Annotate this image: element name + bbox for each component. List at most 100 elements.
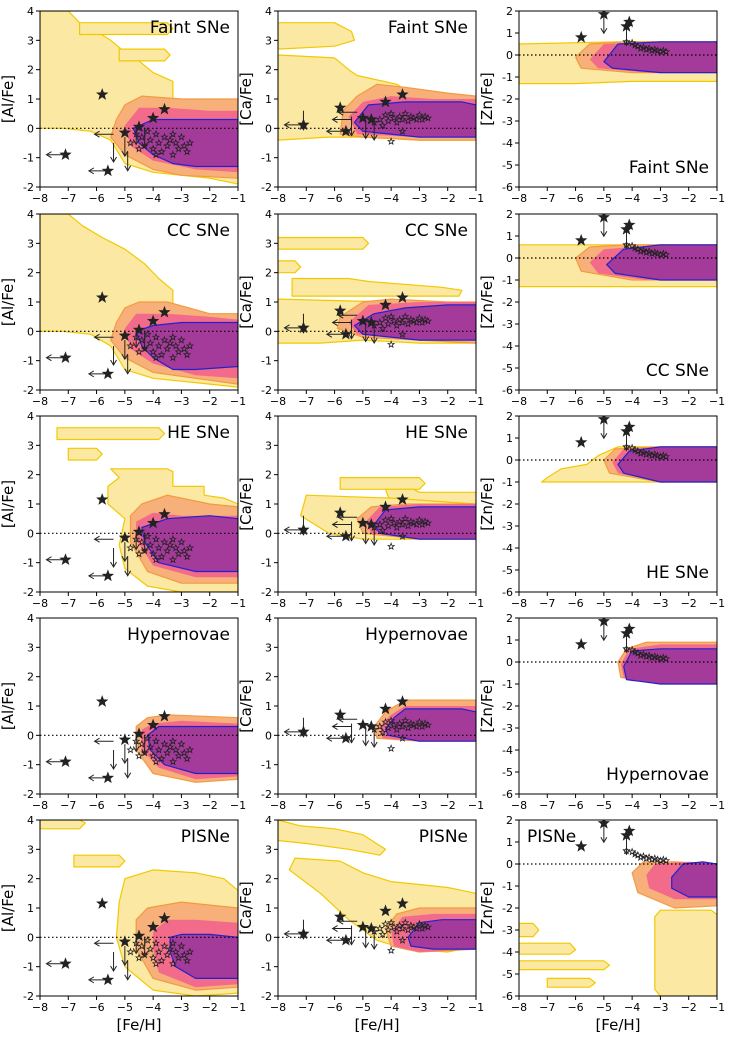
- x-tick-label: −6: [567, 192, 583, 205]
- small-star-point: [146, 338, 155, 347]
- big-star-point: [158, 507, 171, 520]
- big-star-point: [96, 493, 109, 505]
- big-star-point: [147, 111, 160, 124]
- big-star-point: [365, 113, 378, 125]
- x-tick-label: −8: [270, 395, 286, 408]
- big-star-point: [101, 569, 115, 582]
- big-star-point: [132, 929, 146, 942]
- purple-contour-region: [603, 41, 717, 74]
- small-star-point: [398, 329, 407, 338]
- big-star-point: [365, 518, 378, 530]
- model-label: PISNe: [419, 827, 468, 847]
- y-tick-label: 0: [27, 325, 34, 338]
- model-label: CC SNe: [646, 361, 709, 381]
- y-tick-label: -1: [23, 557, 34, 570]
- big-star-point: [158, 305, 171, 318]
- small-star-point: [180, 141, 189, 150]
- panel-2-3: −8 −7 −6 −5 −4 −3 −2 −1 -6 -5 -4 -3 -2 -1 0 1 2 [Zn/Fe] CC…: [478, 208, 725, 408]
- small-star-point: [404, 723, 413, 732]
- upper-limit-arrowhead: [121, 959, 129, 967]
- y-tick-label: -1: [261, 961, 272, 974]
- x-tick-label: −6: [88, 192, 104, 205]
- small-star-point: [143, 531, 152, 540]
- small-star-point: [180, 950, 189, 959]
- y-tick-label: 1: [265, 498, 272, 511]
- small-star-point: [395, 719, 404, 728]
- small-star-point: [384, 723, 393, 732]
- small-star-point: [182, 350, 192, 359]
- x-tick-label: −7: [539, 1001, 555, 1014]
- observations-layer: [45, 291, 195, 380]
- y-tick-label: 0: [506, 656, 513, 669]
- small-star-point: [146, 944, 155, 953]
- big-star-point: [101, 367, 115, 380]
- observations-layer: [45, 88, 195, 177]
- x-tick-label: −4: [383, 799, 399, 812]
- model-label: PISNe: [527, 827, 576, 847]
- small-star-point: [163, 344, 172, 353]
- small-star-point: [168, 332, 178, 341]
- x-tick-label: −8: [270, 192, 286, 205]
- observations-layer: [45, 695, 195, 784]
- small-star-point: [386, 946, 396, 955]
- small-star-point: [404, 116, 413, 125]
- upper-limit-arrowhead: [370, 134, 378, 141]
- y-tick-label: -1: [23, 759, 34, 772]
- x-tick-label: −8: [270, 597, 286, 610]
- small-star-point: [401, 918, 410, 927]
- x-tick-label: −5: [117, 395, 133, 408]
- x-tick-label: −8: [511, 192, 527, 205]
- small-star-point: [174, 144, 183, 153]
- y-tick-label: -1: [261, 355, 272, 368]
- big-star-point: [59, 148, 72, 160]
- big-star-point: [101, 771, 115, 784]
- small-star-point: [375, 722, 385, 731]
- x-tick-label: −8: [511, 395, 527, 408]
- left-limit-arrowhead: [93, 737, 100, 745]
- x-tick-label: −3: [173, 395, 189, 408]
- big-star-point: [297, 725, 310, 738]
- x-tick-label: −6: [326, 1001, 342, 1014]
- big-star-point: [96, 291, 109, 303]
- big-star-point: [356, 516, 369, 529]
- left-limit-arrowhead: [283, 121, 290, 129]
- big-star-point: [132, 323, 146, 336]
- small-star-point: [642, 652, 651, 661]
- small-star-point: [375, 115, 385, 124]
- y-tick-label: 4: [265, 814, 272, 827]
- x-tick-label: −7: [539, 192, 555, 205]
- x-tick-label: −1: [230, 597, 246, 610]
- model-label: PISNe: [181, 827, 230, 847]
- y-tick-label: 1: [506, 27, 513, 40]
- model-label: Hypernovae: [606, 765, 709, 785]
- small-star-point: [415, 515, 424, 524]
- small-star-point: [177, 132, 186, 141]
- big-star-point: [356, 314, 369, 327]
- upper-limit-arrowhead: [124, 165, 132, 172]
- model-label: Faint SNe: [150, 18, 230, 38]
- small-star-point: [378, 728, 387, 736]
- y-tick-label: 4: [27, 410, 34, 423]
- left-limit-arrowhead: [325, 330, 333, 338]
- small-star-point: [157, 956, 166, 965]
- model-label: HE SNe: [167, 423, 230, 443]
- small-star-point: [185, 543, 195, 552]
- small-star-point: [131, 938, 141, 947]
- small-star-point: [163, 141, 172, 150]
- x-tick-label: −4: [145, 1001, 161, 1014]
- left-limit-arrowhead: [87, 976, 95, 984]
- small-star-point: [182, 754, 192, 763]
- small-star-point: [386, 716, 396, 725]
- small-star-point: [131, 129, 141, 138]
- y-tick-label: 1: [27, 498, 34, 511]
- x-tick-label: −5: [355, 192, 371, 205]
- big-star-point: [147, 314, 160, 327]
- small-star-point: [148, 953, 158, 962]
- panel-4-1: −8 −7 −6 −5 −4 −3 −2 −1 -2 -1 0 1 2 3 4 [Al/Fe] Hypernov…: [0, 612, 246, 812]
- x-tick-label: −7: [298, 192, 314, 205]
- y-tick-label: -2: [261, 384, 272, 397]
- big-star-point: [365, 720, 378, 732]
- small-star-point: [661, 47, 671, 56]
- x-tick-label: −1: [230, 192, 246, 205]
- small-star-point: [395, 517, 404, 526]
